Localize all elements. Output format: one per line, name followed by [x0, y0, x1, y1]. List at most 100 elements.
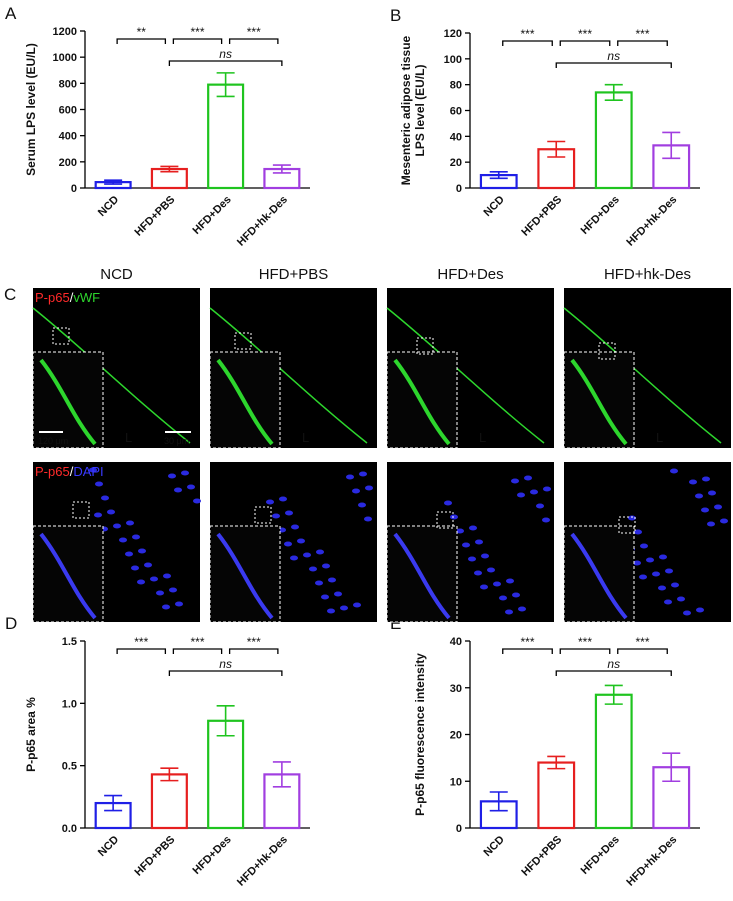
nucleus — [659, 554, 667, 560]
panel-label: E — [390, 614, 401, 633]
nucleus — [113, 523, 121, 529]
micrograph-content — [563, 468, 728, 623]
nucleus — [633, 560, 641, 566]
significance-bracket — [168, 670, 283, 676]
nucleus — [144, 562, 152, 568]
micrograph-content — [386, 475, 551, 623]
x-tick-label: HFD+hk-Des — [235, 834, 290, 889]
significance-bracket — [617, 648, 668, 654]
nucleus — [156, 590, 164, 596]
bar — [150, 773, 188, 830]
nucleus — [517, 492, 525, 498]
nucleus — [328, 577, 336, 583]
y-tick-label: 120 — [444, 28, 462, 40]
nucleus — [131, 565, 139, 571]
y-tick-label: 0.0 — [62, 823, 77, 835]
x-tick-label: HFD+Des — [579, 834, 622, 877]
micrograph-content: L — [209, 307, 368, 449]
y-tick-label: 1000 — [53, 52, 77, 64]
nucleus — [327, 608, 335, 614]
roi-box — [436, 511, 454, 529]
significance-label: ns — [219, 657, 232, 671]
y-tick-label: 1200 — [53, 26, 77, 38]
stain-name: P-p65 — [35, 290, 70, 305]
y-tick-label: 80 — [450, 80, 462, 92]
y-tick-label: 10 — [450, 776, 462, 788]
roi-box — [598, 342, 616, 360]
inset-content — [570, 532, 628, 620]
y-tick-label: 20 — [450, 730, 462, 742]
column-header: HFD+PBS — [259, 266, 329, 283]
lumen-label: L — [125, 430, 132, 445]
nucleus — [89, 467, 97, 473]
scale-label: 30 μm — [164, 436, 189, 446]
x-tick-label: NCD — [482, 834, 507, 859]
nucleus — [353, 602, 361, 608]
nucleus — [285, 510, 293, 516]
significance-bracket — [559, 648, 611, 654]
roi-box — [52, 327, 70, 345]
nucleus — [321, 594, 329, 600]
nucleus — [658, 585, 666, 591]
stain-name: vWF — [73, 290, 100, 305]
nucleus — [303, 552, 311, 558]
panel-label: D — [5, 614, 17, 633]
nucleus — [469, 525, 477, 531]
roi-box — [618, 516, 636, 534]
x-tick-label: HFD+hk-Des — [624, 194, 679, 249]
error-bar — [104, 794, 123, 812]
stain-legend: P-p65/DAPI — [35, 464, 104, 479]
nucleus — [266, 499, 274, 505]
nucleus — [702, 476, 710, 482]
nucleus — [683, 610, 691, 616]
lumen-label: L — [479, 430, 486, 445]
inset-content — [570, 358, 628, 446]
vessel-wall — [209, 307, 368, 444]
nucleus — [543, 486, 551, 492]
y-tick-label: 600 — [59, 105, 77, 117]
x-tick-label: NCD — [482, 194, 507, 219]
nucleus — [107, 509, 115, 515]
y-tick-label: 0 — [71, 183, 77, 195]
micrograph-content — [32, 467, 201, 623]
x-tick-label: NCD — [96, 194, 121, 219]
nucleus — [480, 584, 488, 590]
error-bar — [489, 171, 508, 180]
micrograph-content: L — [563, 307, 722, 449]
significance-label: *** — [578, 635, 592, 649]
nucleus — [671, 582, 679, 588]
nucleus — [639, 574, 647, 580]
nucleus — [334, 591, 342, 597]
nucleus — [640, 543, 648, 549]
error-bar — [272, 761, 291, 788]
error-bar — [216, 72, 235, 98]
x-tick-label: HFD+hk-Des — [624, 834, 679, 889]
nucleus — [505, 609, 513, 615]
x-tick-label: HFD+hk-Des — [235, 194, 290, 249]
nucleus — [468, 556, 476, 562]
y-tick-label: 1.5 — [62, 636, 77, 648]
nucleus — [506, 578, 514, 584]
significance-label: ns — [219, 47, 232, 61]
stain-name: DAPI — [73, 464, 103, 479]
nucleus — [720, 518, 728, 524]
significance-bracket — [228, 648, 279, 654]
nucleus — [346, 474, 354, 480]
significance-bracket — [555, 62, 672, 68]
significance-label: *** — [520, 635, 534, 649]
nucleus — [94, 512, 102, 518]
nucleus — [309, 566, 317, 572]
significance-bracket — [228, 38, 279, 44]
y-tick-label: 200 — [59, 157, 77, 169]
vessel-wall — [32, 307, 191, 444]
nucleus — [689, 479, 697, 485]
x-tick-label: HFD+PBS — [132, 194, 177, 239]
error-bar — [662, 131, 681, 160]
y-tick-label: 40 — [450, 636, 462, 648]
lumen-label: L — [302, 430, 309, 445]
nucleus — [696, 607, 704, 613]
stain-legend: P-p65/vWF — [35, 290, 100, 305]
error-bar — [489, 791, 508, 812]
nucleus — [169, 587, 177, 593]
stain-name: P-p65 — [35, 464, 70, 479]
